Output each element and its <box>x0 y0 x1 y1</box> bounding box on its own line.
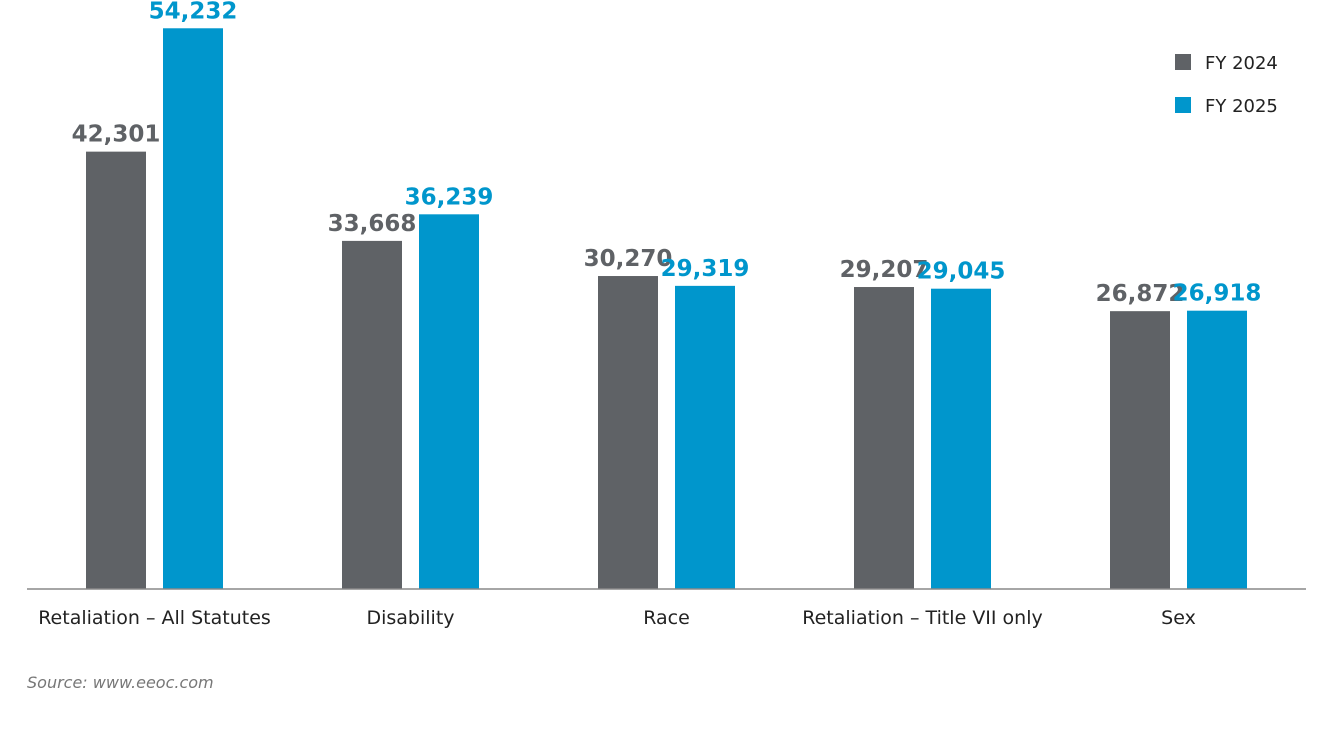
bar-fy-2024-sex <box>1110 311 1170 589</box>
bar-fy-2025-disability <box>419 214 479 589</box>
value-label-fy-2024-sex: 26,872 <box>1096 281 1185 307</box>
legend-swatch-fy-2024 <box>1175 54 1191 70</box>
value-label-fy-2025-retaliation-title-vii-only: 29,045 <box>917 259 1006 285</box>
value-label-fy-2025-sex: 26,918 <box>1173 281 1262 307</box>
legend-swatch-fy-2025 <box>1175 97 1191 113</box>
bar-fy-2024-race <box>598 276 658 589</box>
bar-fy-2024-retaliation-title-vii-only <box>854 287 914 589</box>
category-label-retaliation-title-vii-only: Retaliation – Title VII only <box>802 607 1043 629</box>
category-label-race: Race <box>643 607 690 629</box>
source-note: Source: www.eeoc.com <box>27 673 214 692</box>
category-label-disability: Disability <box>366 607 454 629</box>
bar-fy-2025-retaliation-all-statutes <box>163 28 223 590</box>
bar-fy-2025-retaliation-title-vii-only <box>931 288 991 589</box>
value-label-fy-2025-disability: 36,239 <box>405 184 494 210</box>
bar-fy-2024-retaliation-all-statutes <box>86 151 146 589</box>
bar-fy-2025-sex <box>1187 310 1247 589</box>
legend-label-fy-2025: FY 2025 <box>1205 96 1278 117</box>
category-label-retaliation-all-statutes: Retaliation – All Statutes <box>38 607 271 629</box>
legend: FY 2024 FY 2025 <box>1175 53 1278 117</box>
value-label-fy-2024-retaliation-title-vii-only: 29,207 <box>840 257 929 283</box>
value-label-fy-2024-race: 30,270 <box>584 246 673 272</box>
value-label-fy-2024-retaliation-all-statutes: 42,301 <box>72 122 161 148</box>
value-label-fy-2025-retaliation-all-statutes: 54,232 <box>149 0 238 24</box>
value-label-fy-2024-disability: 33,668 <box>328 211 417 237</box>
bars-group <box>86 28 1247 590</box>
category-label-sex: Sex <box>1161 607 1196 629</box>
category-labels-group: Retaliation – All Statutes Disability Race… <box>38 607 1196 629</box>
bar-fy-2025-race <box>675 285 735 589</box>
bar-fy-2024-disability <box>342 240 402 590</box>
value-label-fy-2025-race: 29,319 <box>661 256 750 282</box>
legend-label-fy-2024: FY 2024 <box>1205 53 1278 74</box>
